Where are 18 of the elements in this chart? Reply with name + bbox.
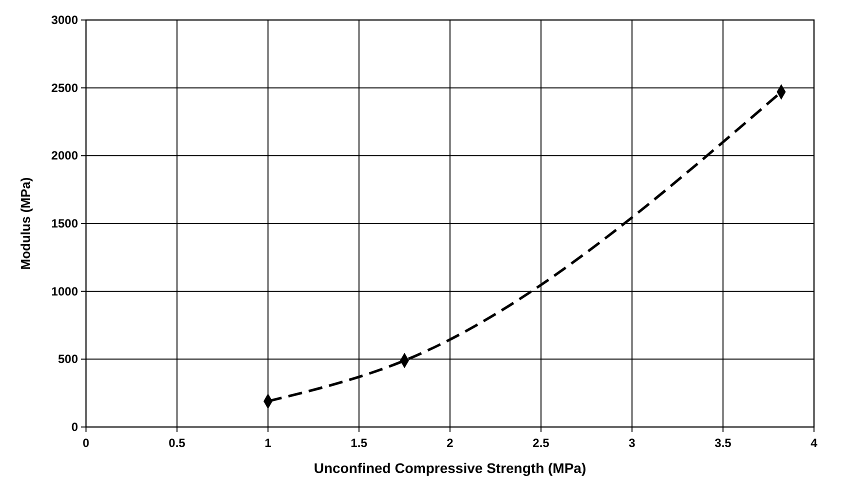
y-tick-label: 0 (71, 420, 78, 434)
x-tick-label: 4 (810, 436, 818, 450)
y-tick-label: 2000 (51, 148, 78, 163)
y-tick-label: 2500 (51, 80, 78, 95)
y-tick-label: 1000 (51, 284, 78, 298)
x-tick-label: 3 (628, 436, 636, 450)
x-axis-title: Unconfined Compressive Strength (MPa) (314, 460, 586, 476)
x-tick-label: 2.5 (532, 436, 550, 450)
x-tick-label: 0 (82, 436, 90, 450)
y-tick-label: 1500 (51, 216, 78, 230)
x-tick-label: 1 (264, 436, 272, 450)
y-tick-label: 3000 (51, 13, 78, 27)
x-tick-label: 3.5 (714, 436, 732, 450)
x-tick-label: 2 (446, 436, 454, 450)
x-tick-label: 1.5 (350, 436, 368, 450)
y-tick-label: 500 (58, 352, 78, 366)
x-tick-label: 0.5 (168, 436, 186, 450)
y-axis-title: Modulus (MPa) (18, 177, 33, 270)
